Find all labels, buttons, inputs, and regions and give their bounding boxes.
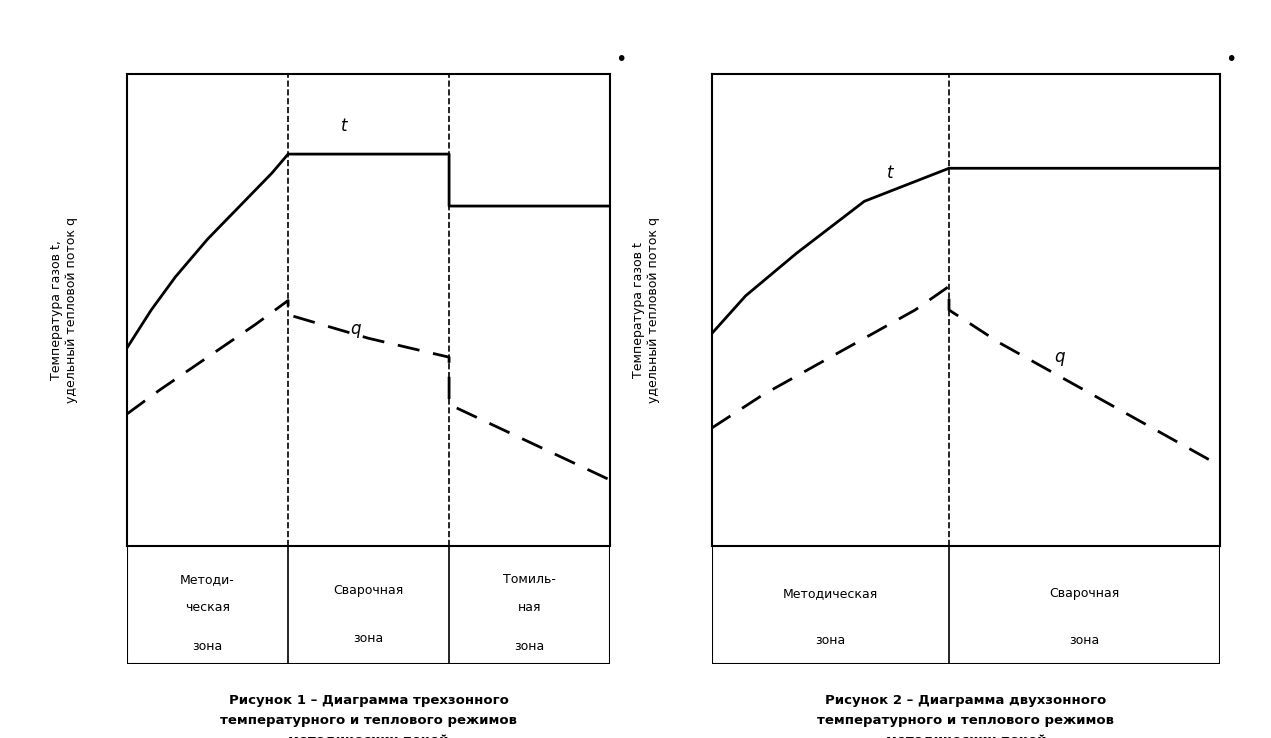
Text: q: q bbox=[1054, 348, 1064, 366]
Text: t: t bbox=[341, 117, 348, 135]
Text: t: t bbox=[886, 165, 894, 182]
Text: Рисунок 1 – Диаграмма трехзонного
температурного и теплового режимов
методически: Рисунок 1 – Диаграмма трехзонного темпер… bbox=[220, 694, 517, 738]
Text: q: q bbox=[351, 320, 361, 338]
Text: •: • bbox=[1225, 50, 1237, 69]
Text: •: • bbox=[615, 50, 627, 69]
Text: Методическая: Методическая bbox=[783, 587, 878, 600]
Text: Рисунок 2 – Диаграмма двухзонного
температурного и теплового режимов
методически: Рисунок 2 – Диаграмма двухзонного темпер… bbox=[817, 694, 1115, 738]
Text: Томиль-: Томиль- bbox=[503, 573, 555, 586]
Text: Температура газов t
удельный тепловой поток q: Температура газов t удельный тепловой по… bbox=[632, 217, 660, 403]
Text: зона: зона bbox=[515, 640, 545, 653]
Text: Методи-: Методи- bbox=[180, 573, 235, 586]
Text: зона: зона bbox=[815, 634, 845, 647]
Text: ная: ная bbox=[517, 601, 541, 614]
Text: ческая: ческая bbox=[186, 601, 230, 614]
Text: зона: зона bbox=[353, 632, 384, 645]
Text: зона: зона bbox=[192, 640, 222, 653]
Text: Сварочная: Сварочная bbox=[1050, 587, 1120, 600]
Text: зона: зона bbox=[1069, 634, 1099, 647]
Text: Сварочная: Сварочная bbox=[333, 584, 404, 598]
Text: Температура газов t,
удельный тепловой поток q: Температура газов t, удельный тепловой п… bbox=[51, 217, 79, 403]
